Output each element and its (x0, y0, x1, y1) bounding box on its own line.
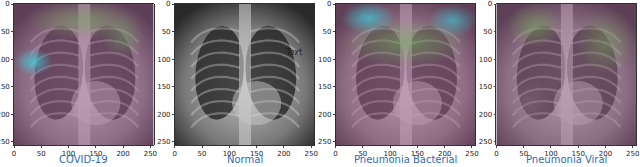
svg-text:150: 150 (571, 150, 584, 158)
svg-text:0: 0 (488, 0, 492, 8)
svg-text:250: 250 (304, 150, 317, 158)
svg-text:150: 150 (0, 83, 10, 91)
svg-text:0: 0 (494, 150, 498, 158)
svg-text:100: 100 (157, 56, 170, 64)
svg-text:COVID-19: COVID-19 (59, 154, 108, 165)
svg-text:50: 50 (1, 28, 10, 36)
svg-text:0: 0 (5, 0, 9, 8)
svg-text:200: 200 (116, 150, 129, 158)
svg-text:100: 100 (479, 56, 492, 64)
svg-text:150: 150 (157, 83, 170, 91)
svg-text:250: 250 (626, 150, 639, 158)
svg-text:50: 50 (519, 150, 528, 158)
svg-text:0: 0 (166, 0, 170, 8)
svg-text:0: 0 (333, 150, 337, 158)
svg-text:200: 200 (277, 150, 290, 158)
svg-text:Text: Text (285, 48, 302, 57)
svg-text:200: 200 (0, 111, 10, 119)
svg-text:100: 100 (0, 56, 10, 64)
svg-text:50: 50 (322, 28, 331, 36)
svg-text:250: 250 (465, 150, 478, 158)
svg-text:150: 150 (479, 83, 492, 91)
svg-text:250: 250 (144, 150, 157, 158)
svg-text:50: 50 (483, 28, 492, 36)
svg-text:200: 200 (599, 150, 612, 158)
svg-text:100: 100 (544, 150, 557, 158)
svg-text:0: 0 (327, 0, 331, 8)
svg-text:150: 150 (318, 83, 331, 91)
svg-text:150: 150 (250, 150, 263, 158)
svg-text:250: 250 (318, 138, 331, 146)
svg-text:250: 250 (157, 138, 170, 146)
svg-text:250: 250 (0, 138, 10, 146)
svg-text:100: 100 (223, 150, 236, 158)
svg-text:250: 250 (479, 138, 492, 146)
svg-text:200: 200 (479, 111, 492, 119)
svg-text:Normal: Normal (227, 154, 263, 165)
svg-text:Pneumonia Bacterial: Pneumonia Bacterial (354, 154, 457, 165)
svg-text:50: 50 (162, 28, 171, 36)
svg-text:150: 150 (89, 150, 102, 158)
svg-text:50: 50 (198, 150, 207, 158)
svg-text:150: 150 (411, 150, 424, 158)
svg-text:Pneumonia Viral: Pneumonia Viral (526, 154, 607, 165)
svg-text:0: 0 (12, 150, 16, 158)
svg-text:100: 100 (318, 56, 331, 64)
svg-text:0: 0 (173, 150, 177, 158)
svg-text:100: 100 (383, 150, 396, 158)
svg-text:200: 200 (157, 111, 170, 119)
svg-text:200: 200 (318, 111, 331, 119)
svg-text:50: 50 (37, 150, 46, 158)
svg-text:50: 50 (358, 150, 367, 158)
svg-text:200: 200 (438, 150, 451, 158)
svg-text:100: 100 (62, 150, 75, 158)
